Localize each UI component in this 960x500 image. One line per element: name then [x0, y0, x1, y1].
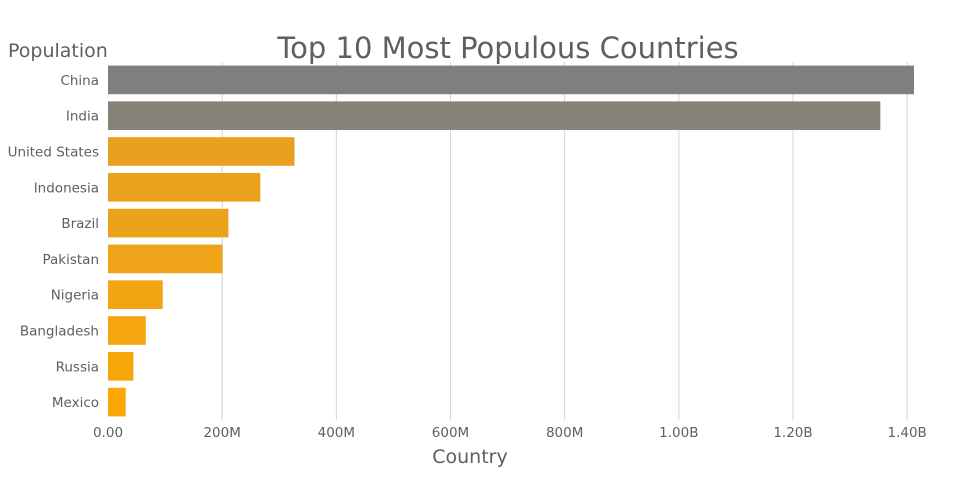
- category-labels: China India United States Indonesia Brazil Pa…: [8, 73, 99, 411]
- x-tick-label: 0.00: [93, 425, 123, 441]
- x-tick-label: 1.40B: [888, 425, 927, 441]
- bar-mexico[interactable]: [108, 387, 126, 417]
- category-label: Brazil: [61, 216, 99, 232]
- category-label: Pakistan: [42, 252, 99, 268]
- category-label: Bangladesh: [20, 324, 99, 340]
- bar-china[interactable]: [108, 65, 915, 95]
- bars: [108, 65, 915, 417]
- category-label: Mexico: [52, 395, 99, 411]
- bar-indonesia[interactable]: [108, 172, 261, 202]
- category-label: Indonesia: [34, 180, 99, 196]
- bar-pakistan[interactable]: [108, 244, 223, 274]
- x-tick-labels: 0.00 200M 400M 600M 800M 1.00B 1.20B 1.40B: [93, 425, 927, 441]
- category-label: United States: [8, 145, 99, 161]
- x-axis-title: Country: [432, 446, 507, 468]
- bar-india[interactable]: [108, 101, 881, 131]
- x-tick-label: 600M: [432, 425, 469, 441]
- category-label: Russia: [56, 359, 99, 375]
- x-tick-label: 400M: [318, 425, 355, 441]
- chart-title: Top 10 Most Populous Countries: [276, 31, 738, 65]
- bar-russia[interactable]: [108, 351, 134, 381]
- x-tick-label: 800M: [546, 425, 583, 441]
- bar-bangladesh[interactable]: [108, 316, 146, 345]
- y-axis-title: Population: [8, 40, 108, 62]
- x-tick-label: 200M: [203, 425, 240, 441]
- category-label: China: [60, 73, 99, 89]
- bar-brazil[interactable]: [108, 208, 229, 238]
- bar-nigeria[interactable]: [108, 280, 163, 310]
- x-tick-label: 1.20B: [773, 425, 812, 441]
- category-label: Nigeria: [51, 288, 99, 304]
- x-tick-label: 1.00B: [659, 425, 698, 441]
- category-label: India: [66, 109, 99, 125]
- bar-united-states[interactable]: [108, 137, 295, 166]
